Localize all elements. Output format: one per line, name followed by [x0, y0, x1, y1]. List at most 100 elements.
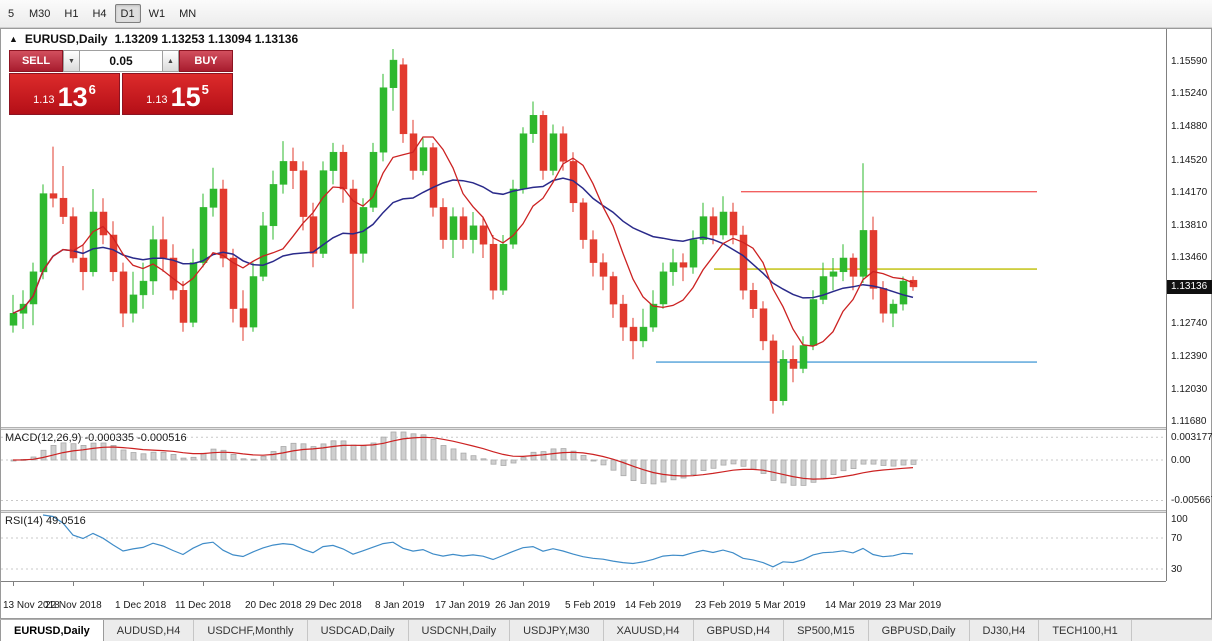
- price-axis-label: 1.12030: [1171, 383, 1208, 395]
- price-axis-label: 1.14170: [1171, 186, 1208, 198]
- trade-panel-prices: 1.13 13 6 1.13 15 5: [9, 73, 233, 115]
- timeframe-button-M30[interactable]: M30: [29, 7, 51, 20]
- price-axis-label: 1.15590: [1171, 56, 1208, 67]
- rsi-axis-label: 30: [1171, 564, 1183, 575]
- time-axis-tick: [783, 582, 784, 586]
- rsi-axis-label: 70: [1171, 533, 1183, 544]
- chart-ohlc-values: 1.13209 1.13253 1.13094 1.13136: [114, 32, 299, 46]
- time-axis-label: 5 Mar 2019: [755, 600, 806, 611]
- rsi-canvas: [1, 514, 1166, 570]
- volume-input[interactable]: 0.05: [79, 50, 163, 72]
- price-axis-label: 1.14880: [1171, 121, 1208, 133]
- time-axis: 13 Nov 2018 22 Nov 2018 1 Dec 2018 11 Dec 2…: [1, 581, 1166, 618]
- volume-increase-button[interactable]: ▲: [163, 50, 179, 72]
- time-axis-label: 17 Jan 2019: [435, 600, 491, 611]
- sell-price-main: 13: [57, 82, 88, 112]
- price-axis-label: 1.11680: [1171, 416, 1207, 427]
- chart-tab-usdcad-daily[interactable]: USDCAD,Daily: [308, 620, 409, 641]
- chart-title: EURUSD,Daily: [24, 32, 108, 46]
- chart-tab-usdcnh-daily[interactable]: USDCNH,Daily: [409, 620, 511, 641]
- macd-canvas: [1, 431, 1166, 501]
- macd-axis-label: 0.00: [1171, 455, 1191, 466]
- time-axis-label: 22 Nov 2018: [45, 600, 102, 611]
- rsi-indicator-panel: RSI(14) 49.0516: [1, 513, 1166, 581]
- chart-tab-gbpusd-h4[interactable]: GBPUSD,H4: [694, 620, 785, 641]
- sell-button[interactable]: SELL: [9, 50, 63, 72]
- price-axis-label: 1.13460: [1171, 252, 1208, 264]
- time-axis-tick: [73, 582, 74, 586]
- timeframe-button-H1[interactable]: H1: [64, 7, 79, 20]
- time-axis-label: 14 Mar 2019: [825, 600, 882, 611]
- time-axis-label: 11 Dec 2018: [175, 600, 231, 611]
- chart-tab-gbpusd-daily[interactable]: GBPUSD,Daily: [869, 620, 970, 641]
- chart-tab-eurusd-daily[interactable]: EURUSD,Daily: [0, 620, 104, 641]
- timeframe-button-5[interactable]: 5: [7, 7, 15, 20]
- buy-price-prefix: 1.13: [146, 94, 168, 106]
- panel-splitter[interactable]: [1, 427, 1211, 430]
- timeframe-button-MN[interactable]: MN: [179, 7, 197, 20]
- timeframe-button-W1[interactable]: W1: [148, 7, 166, 20]
- price-chart-panel[interactable]: ▲ EURUSD,Daily 1.13209 1.13253 1.13094 1…: [1, 29, 1166, 427]
- time-axis-label: 26 Jan 2019: [495, 600, 551, 611]
- trade-panel-controls: SELL ▼ 0.05 ▲ BUY: [9, 50, 233, 72]
- sell-price-pipette: 6: [88, 82, 96, 97]
- one-click-trading-toggle-icon[interactable]: ▲: [9, 34, 18, 44]
- time-axis-tick: [333, 582, 334, 586]
- chart-tab-tech100-h1[interactable]: TECH100,H1: [1039, 620, 1132, 641]
- chart-window: ▲ EURUSD,Daily 1.13209 1.13253 1.13094 1…: [0, 28, 1212, 619]
- chart-tab-usdchf-monthly[interactable]: USDCHF,Monthly: [194, 620, 308, 641]
- macd-axis-label: -0.005667: [1171, 495, 1212, 507]
- time-axis-tick: [723, 582, 724, 586]
- timeframe-toolbar: 5 M30 H1 H4 D1 W1 MN: [0, 0, 1212, 28]
- time-axis-tick: [593, 582, 594, 586]
- macd-label: MACD(12,26,9) -0.000335 -0.000516: [5, 432, 187, 444]
- time-axis-tick: [203, 582, 204, 586]
- time-axis-tick: [463, 582, 464, 586]
- time-axis-label: 23 Feb 2019: [695, 600, 752, 611]
- chart-tab-dj30-h4[interactable]: DJ30,H4: [970, 620, 1040, 641]
- sell-price-display[interactable]: 1.13 13 6: [9, 73, 120, 115]
- price-axis-label: 1.12390: [1171, 350, 1208, 362]
- buy-button[interactable]: BUY: [179, 50, 233, 72]
- panel-splitter[interactable]: [1, 510, 1211, 513]
- timeframe-button-H4[interactable]: H4: [92, 7, 107, 20]
- time-axis-label: 23 Mar 2019: [885, 600, 942, 611]
- macd-indicator-panel: MACD(12,26,9) -0.000335 -0.000516: [1, 430, 1166, 510]
- timeframe-button-D1[interactable]: D1: [114, 4, 141, 23]
- rsi-label: RSI(14) 49.0516: [5, 515, 86, 527]
- time-axis-tick: [853, 582, 854, 586]
- price-axis: 1.15590 1.15240 1.14880 1.14520 1.14170 1.138…: [1166, 29, 1212, 581]
- macd-axis-label: 0.003177: [1171, 432, 1212, 444]
- sell-price-prefix: 1.13: [33, 94, 55, 106]
- time-axis-label: 8 Jan 2019: [375, 600, 425, 611]
- time-axis-tick: [403, 582, 404, 586]
- price-axis-label: 1.14520: [1171, 154, 1208, 166]
- time-axis-label: 5 Feb 2019: [565, 600, 616, 611]
- time-axis-tick: [653, 582, 654, 586]
- price-axis-label: 1.13810: [1171, 219, 1208, 231]
- volume-decrease-button[interactable]: ▼: [63, 50, 79, 72]
- time-axis-label: 14 Feb 2019: [625, 600, 682, 611]
- chart-tab-usdjpy-m30[interactable]: USDJPY,M30: [510, 620, 604, 641]
- buy-price-display[interactable]: 1.13 15 5: [122, 73, 233, 115]
- price-axis-label: 1.15240: [1171, 88, 1208, 100]
- time-axis-tick: [913, 582, 914, 586]
- time-axis-label: 13 Nov 2018: [3, 600, 60, 611]
- chart-tab-audusd-h4[interactable]: AUDUSD,H4: [104, 620, 195, 641]
- time-axis-tick: [143, 582, 144, 586]
- time-axis-label: 29 Dec 2018: [305, 600, 362, 611]
- chart-tab-xauusd-h4[interactable]: XAUUSD,H4: [604, 620, 694, 641]
- price-axis-label: 1.12740: [1171, 318, 1208, 330]
- buy-price-pipette: 5: [201, 82, 209, 97]
- price-chart-canvas[interactable]: [1, 29, 1166, 427]
- chart-title-row: ▲ EURUSD,Daily 1.13209 1.13253 1.13094 1…: [9, 32, 298, 46]
- time-axis-tick: [273, 582, 274, 586]
- chart-tab-sp500-m15[interactable]: SP500,M15: [784, 620, 869, 641]
- chart-tab-bar: EURUSD,Daily AUDUSD,H4 USDCHF,Monthly USDCA…: [0, 619, 1212, 641]
- rsi-axis-label: 100: [1171, 514, 1188, 525]
- current-price-tag: 1.13136: [1167, 280, 1212, 294]
- time-axis-label: 20 Dec 2018: [245, 600, 302, 611]
- time-axis-tick: [13, 582, 14, 586]
- time-axis-label: 1 Dec 2018: [115, 600, 167, 611]
- one-click-trade-panel: SELL ▼ 0.05 ▲ BUY 1.13 13 6 1.13 15 5: [9, 50, 233, 115]
